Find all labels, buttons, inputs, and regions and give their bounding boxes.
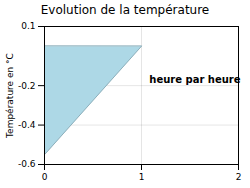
html-text:Evolution de la température: Evolution de la température	[40, 3, 210, 17]
svg-text:2: 2	[236, 172, 242, 182]
svg-text:1: 1	[139, 172, 145, 182]
svg-text:-0.2: -0.2	[18, 81, 36, 91]
svg-text:-0.6: -0.6	[18, 159, 36, 169]
svg-text:heure par heure: heure par heure	[149, 74, 240, 85]
svg-text:0.1: 0.1	[21, 21, 35, 31]
svg-text:-0.4: -0.4	[18, 120, 36, 130]
svg-text:0: 0	[42, 172, 48, 182]
svg-text:Température en °C: Température en °C	[5, 53, 15, 139]
